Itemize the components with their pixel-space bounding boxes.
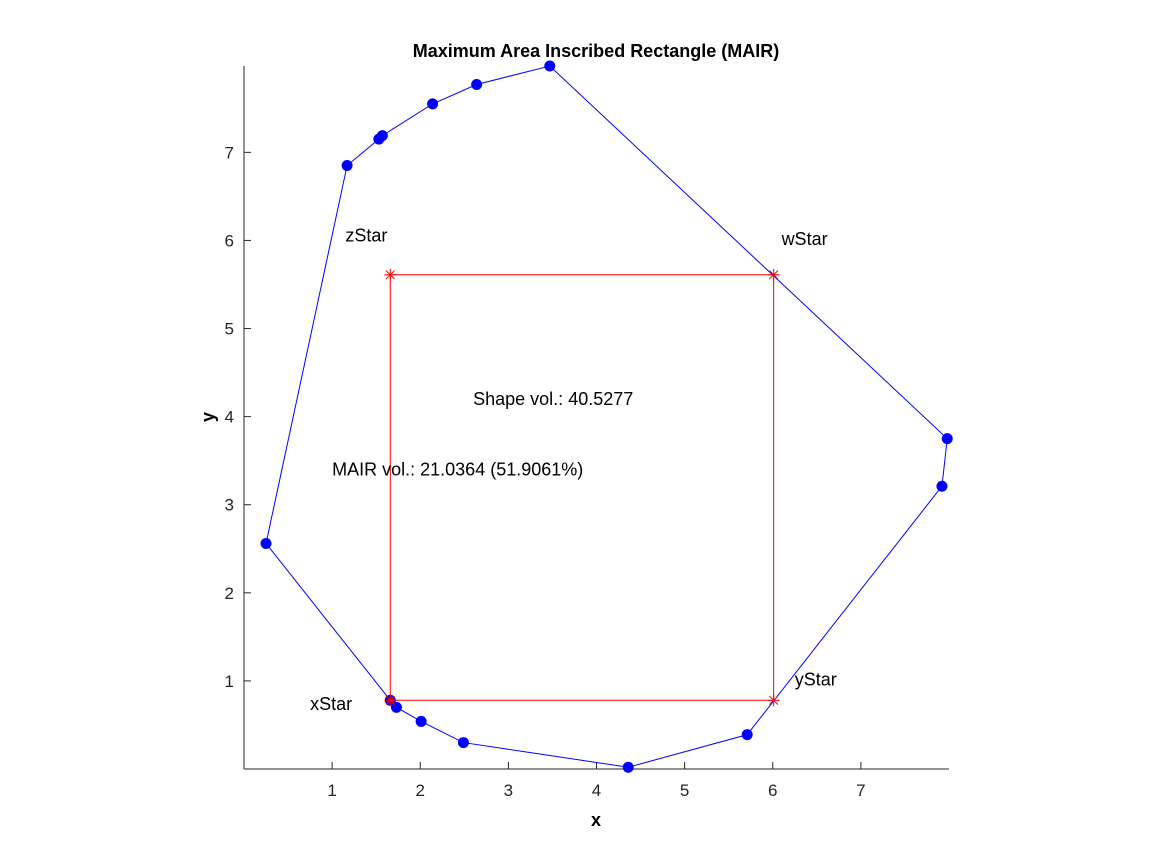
x-ticks: 1 2 3 4 5 6 7 [327,762,866,800]
x-tick-label: 3 [504,781,513,800]
annotation-wStar: wStar [781,229,828,249]
mair-corner-star [384,694,397,707]
y-axis-label: y [198,412,218,422]
shape-vertex-point [471,79,483,90]
shape-vertex-point [341,160,353,172]
x-tick-label: 1 [327,781,336,800]
x-tick-label: 6 [768,781,777,800]
shape-vertex-point [373,133,385,145]
mair-rectangle-line [389,274,775,701]
shape-vertex-point [260,537,272,549]
y-tick-label: 6 [225,231,234,250]
y-tick-label: 3 [225,496,234,515]
x-tick-label: 2 [416,781,425,800]
x-tick-label: 7 [856,781,865,800]
shape-vertex-point [936,480,948,492]
x-tick-label: 5 [680,781,689,800]
y-tick-label: 4 [225,408,234,427]
annotation-yStar: yStar [795,669,837,689]
y-tick-label: 5 [225,320,234,339]
annotation-xStar: xStar [310,694,352,714]
chart-title: Maximum Area Inscribed Rectangle (MAIR) [413,41,779,61]
annotation-shape-vol: Shape vol.: 40.5277 [473,389,633,409]
shape-vertex-point [415,715,427,727]
shape-vertex-point [390,701,402,713]
annotation-layer: xStar yStar zStar wStar Shape vol.: 40.5277 M… [310,225,837,714]
annotation-mair-vol: MAIR vol.: 21.0364 (51.9061%) [332,460,583,480]
shape-polygon-line [265,65,948,768]
y-tick-label: 1 [225,672,234,691]
series-layer [260,60,953,773]
shape-vertex-point [457,737,469,749]
shape-vertex-point [622,761,634,773]
mair-corner-star [767,694,780,707]
mair-corner-star [767,268,780,281]
y-tick-label: 7 [225,143,234,162]
x-tick-label: 4 [592,781,601,800]
x-axis-label: x [591,810,601,830]
y-ticks: 1 2 3 4 5 6 7 [225,143,251,691]
plot-area: 1 2 3 4 5 6 7 1 2 3 4 5 6 7 xStar yStar zStar wStar Shap… [225,60,953,800]
shape-vertex-point [544,60,556,72]
shape-vertex-point [427,98,439,110]
shape-vertex-point [941,433,953,445]
annotation-zStar: zStar [345,225,387,245]
y-tick-label: 2 [225,584,234,603]
shape-vertex-point [741,729,753,741]
mair-corner-star [384,268,397,281]
